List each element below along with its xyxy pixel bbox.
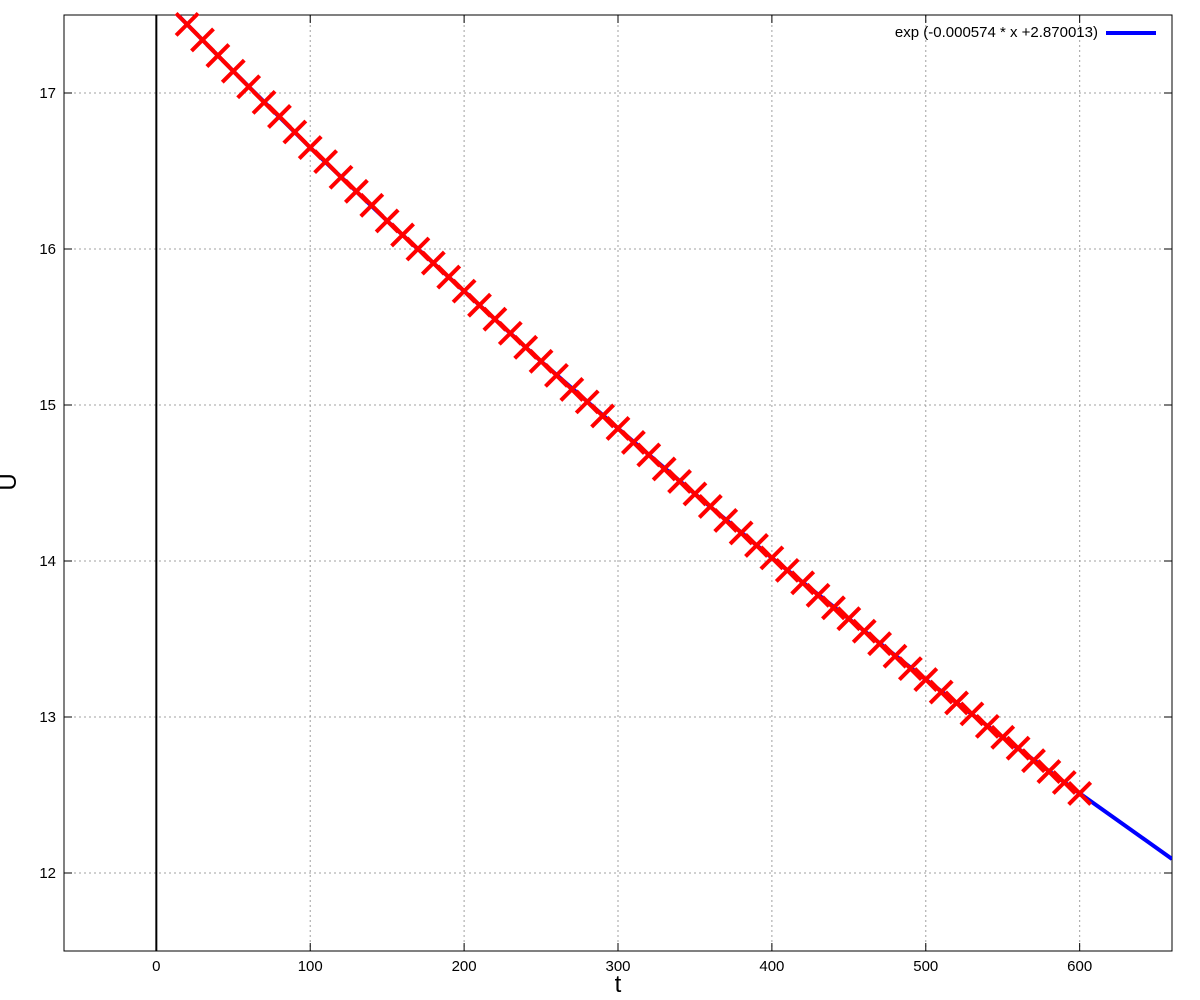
data-point: [961, 703, 983, 725]
x-axis-title: t: [615, 971, 622, 998]
x-tick-label: 100: [298, 958, 323, 975]
data-point: [869, 633, 891, 655]
data-point: [1053, 772, 1075, 794]
x-tick-label: 0: [152, 958, 160, 975]
data-point: [776, 559, 798, 581]
x-tick-label: 600: [1067, 958, 1092, 975]
legend-label: exp (-0.000574 * x +2.870013): [895, 24, 1098, 41]
data-point: [715, 509, 737, 531]
y-tick-label: 13: [39, 709, 56, 726]
legend: exp (-0.000574 * x +2.870013): [895, 24, 1156, 41]
data-point: [792, 572, 814, 594]
y-tick-label: 17: [39, 85, 56, 102]
x-tick-label: 400: [759, 958, 784, 975]
data-point: [1007, 737, 1029, 759]
data-point: [622, 431, 644, 453]
data-point: [899, 658, 921, 680]
data-point: [746, 534, 768, 556]
data-point: [807, 584, 829, 606]
y-tick-label: 14: [39, 553, 56, 570]
y-tick-label: 16: [39, 241, 56, 258]
data-point: [684, 483, 706, 505]
fit-line: [156, 0, 1172, 859]
data-markers: [176, 13, 1091, 804]
data-point: [1023, 750, 1045, 772]
y-tick-label: 12: [39, 865, 56, 882]
y-axis-title: U: [0, 473, 22, 490]
data-point: [884, 645, 906, 667]
data-point: [561, 378, 583, 400]
grid-lines: [64, 15, 1172, 951]
data-point: [976, 715, 998, 737]
data-point: [822, 597, 844, 619]
data-point: [853, 620, 875, 642]
fit-curve: [156, 0, 1172, 859]
data-point: [1038, 761, 1060, 783]
data-point: [592, 405, 614, 427]
data-point: [669, 470, 691, 492]
y-tick-label: 15: [39, 397, 56, 414]
data-point: [653, 458, 675, 480]
data-point: [930, 681, 952, 703]
data-point: [992, 726, 1014, 748]
data-point: [838, 608, 860, 630]
x-tick-label: 500: [913, 958, 938, 975]
x-tick-label: 200: [452, 958, 477, 975]
data-point: [946, 692, 968, 714]
data-point: [730, 522, 752, 544]
